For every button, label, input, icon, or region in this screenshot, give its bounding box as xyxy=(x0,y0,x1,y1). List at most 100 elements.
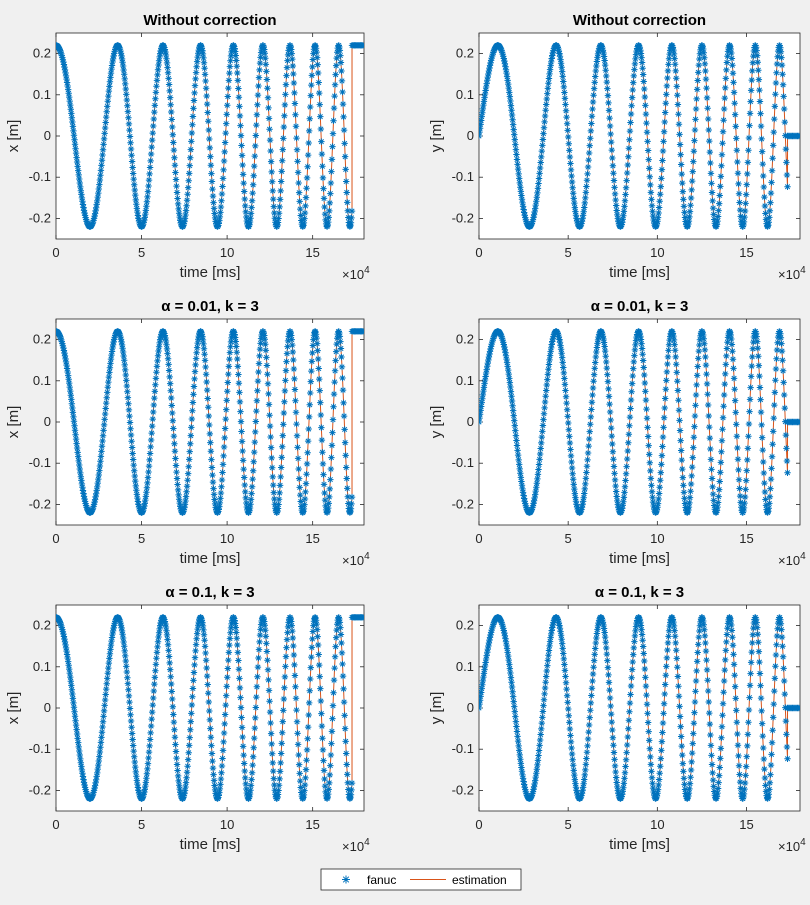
fanuc-point xyxy=(79,773,87,780)
fanuc-point xyxy=(164,641,172,648)
fanuc-point xyxy=(621,775,628,782)
fanuc-point xyxy=(297,498,304,505)
fanuc-point xyxy=(593,344,601,351)
fanuc-point xyxy=(233,349,240,356)
fanuc-point xyxy=(537,445,544,452)
fanuc-point xyxy=(149,415,156,423)
fanuc-point xyxy=(541,398,549,406)
fanuc-point xyxy=(700,45,707,53)
fanuc-point xyxy=(514,161,521,168)
fanuc-point xyxy=(714,789,721,797)
fanuc-point xyxy=(333,626,340,634)
fanuc-point xyxy=(752,615,760,623)
fanuc-point xyxy=(578,218,586,225)
fanuc-point xyxy=(768,751,775,758)
fanuc-point xyxy=(105,378,112,386)
fanuc-point xyxy=(76,465,83,473)
fanuc-point xyxy=(641,657,648,665)
fanuc-point xyxy=(305,711,312,719)
fanuc-point xyxy=(665,61,672,68)
fanuc-point xyxy=(782,145,790,153)
fanuc-point xyxy=(101,416,108,423)
fanuc-point xyxy=(573,215,580,222)
fanuc-point xyxy=(308,367,315,375)
fanuc-point xyxy=(749,639,756,647)
fanuc-point xyxy=(267,433,274,441)
fanuc-point xyxy=(146,736,154,743)
fanuc-point xyxy=(156,53,163,61)
fanuc-point xyxy=(193,58,201,65)
fanuc-point xyxy=(104,384,112,391)
fanuc-point xyxy=(71,713,79,720)
fanuc-point xyxy=(661,404,668,412)
fanuc-point xyxy=(153,77,161,84)
fanuc-point xyxy=(503,641,510,649)
fanuc-point xyxy=(554,616,561,623)
legend-fanuc-label: fanuc xyxy=(367,873,396,887)
fanuc-point xyxy=(242,780,249,788)
fanuc-point xyxy=(261,332,268,339)
fanuc-point xyxy=(633,47,640,55)
fanuc-point xyxy=(155,343,163,350)
x-axis-multiplier: ×104 xyxy=(342,551,370,568)
fanuc-point xyxy=(765,508,772,515)
fanuc-point xyxy=(108,637,115,645)
fanuc-point xyxy=(762,496,769,503)
fanuc-point xyxy=(316,387,323,394)
fanuc-point xyxy=(488,340,495,348)
fanuc-point xyxy=(528,792,536,799)
fanuc-point xyxy=(80,776,87,783)
fanuc-point xyxy=(108,62,116,69)
fanuc-point xyxy=(286,614,294,621)
fanuc-point xyxy=(703,380,711,388)
fanuc-point xyxy=(82,500,89,507)
fanuc-point xyxy=(772,377,779,384)
fanuc-point xyxy=(65,662,72,669)
y-axis-label: y [m] xyxy=(428,692,445,725)
fanuc-point xyxy=(125,114,132,121)
fanuc-point xyxy=(280,409,288,417)
fanuc-point xyxy=(145,468,152,476)
fanuc-point xyxy=(268,168,275,176)
fanuc-point xyxy=(234,77,242,84)
fanuc-point xyxy=(209,478,217,486)
fanuc-point xyxy=(97,744,104,751)
fanuc-point xyxy=(211,496,218,503)
fanuc-point xyxy=(609,154,616,162)
fanuc-point xyxy=(582,475,590,482)
fanuc-point xyxy=(128,158,136,165)
fanuc-point xyxy=(316,101,323,108)
fanuc-point xyxy=(98,448,105,455)
fanuc-point xyxy=(765,219,772,226)
fanuc-point xyxy=(761,765,768,773)
fanuc-point xyxy=(768,179,775,186)
fanuc-point xyxy=(318,424,325,431)
fanuc-point xyxy=(127,145,135,153)
y-axis-label: y [m] xyxy=(428,406,445,439)
fanuc-point xyxy=(733,707,740,714)
fanuc-point xyxy=(80,779,88,786)
fanuc-point xyxy=(105,664,112,672)
fanuc-point xyxy=(289,55,296,63)
fanuc-point xyxy=(543,101,550,108)
fanuc-point xyxy=(695,61,703,69)
fanuc-point xyxy=(585,149,593,157)
fanuc-point xyxy=(294,730,301,737)
fanuc-point xyxy=(783,445,790,452)
fanuc-point xyxy=(742,763,750,770)
fanuc-point xyxy=(146,742,153,750)
fanuc-point xyxy=(199,622,207,630)
fanuc-point xyxy=(105,373,113,381)
fanuc-point xyxy=(783,457,791,465)
fanuc-point xyxy=(623,463,630,470)
fanuc-point xyxy=(194,625,201,633)
fanuc-point xyxy=(182,497,189,505)
fanuc-point xyxy=(587,699,595,707)
fanuc-point xyxy=(640,364,647,371)
fanuc-point xyxy=(338,639,345,647)
fanuc-point xyxy=(123,96,131,104)
fanuc-point xyxy=(504,363,511,370)
fanuc-point xyxy=(251,734,258,742)
fanuc-point xyxy=(60,633,68,640)
fanuc-point xyxy=(285,333,292,340)
